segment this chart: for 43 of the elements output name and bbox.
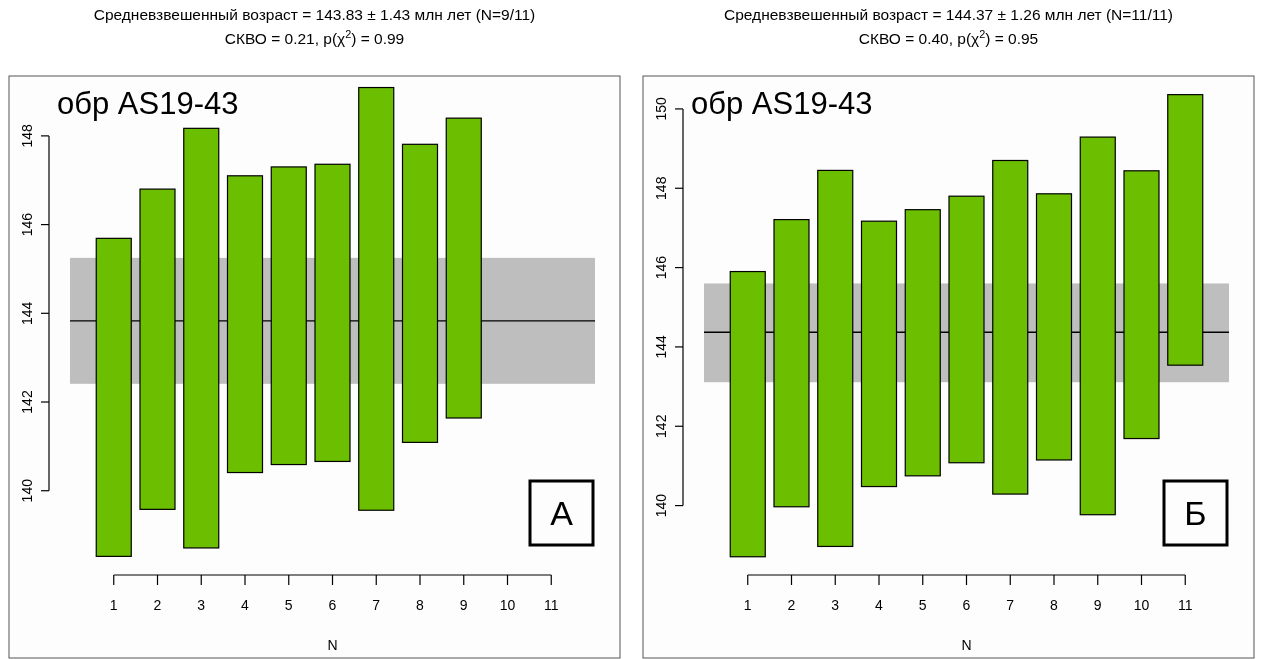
x-tick-label: 2 [153, 597, 162, 613]
x-axis-title: N [961, 637, 972, 653]
x-tick-label: 1 [743, 597, 752, 613]
y-tick-label: 140 [19, 478, 35, 503]
chart-title: Средневзвешенный возраст = 143.83 ± 1.43 млн лет (N=9/11) [93, 6, 536, 23]
y-tick-label: 140 [653, 493, 669, 518]
x-tick-label: 3 [831, 597, 840, 613]
chart-subtitle: СКВО = 0.21, p(χ$^{2}$) = 0.99 [224, 28, 405, 47]
y-tick-label: 148 [19, 123, 35, 148]
chart-subtitle: СКВО = 0.40, p(χ$^{2}$) = 0.95 [858, 28, 1039, 47]
x-tick-label: 4 [875, 597, 884, 613]
y-tick-label: 144 [19, 301, 35, 325]
x-tick-label: 8 [1050, 597, 1059, 613]
y-tick-label: 142 [653, 414, 669, 438]
x-tick-label: 5 [284, 597, 293, 613]
y-tick-label: 146 [19, 212, 35, 237]
y-tick-label: 146 [653, 255, 669, 280]
x-tick-label: 11 [543, 597, 559, 613]
x-tick-label: 10 [1133, 597, 1150, 613]
x-tick-label: 4 [241, 597, 250, 613]
x-tick-label: 5 [918, 597, 927, 613]
y-tick-label: 144 [653, 335, 669, 359]
x-tick-label: 7 [372, 597, 381, 613]
annotation: обр AS19-43 [691, 86, 873, 121]
x-tick-label: 1 [109, 597, 118, 613]
x-tick-label: 3 [197, 597, 206, 613]
annotation: А [550, 494, 574, 532]
x-tick-label: 9 [459, 597, 468, 613]
y-tick-label: 150 [653, 97, 669, 121]
x-tick-label: 6 [328, 597, 337, 613]
x-axis-title: N [327, 637, 338, 653]
annotation: обр AS19-43 [57, 86, 239, 121]
chart-title: Средневзвешенный возраст = 144.37 ± 1.26 млн лет (N=11/11) [724, 6, 1173, 23]
y-tick-label: 148 [653, 176, 669, 200]
x-tick-label: 8 [416, 597, 425, 613]
y-tick-label: 142 [19, 390, 35, 414]
x-tick-label: 7 [1006, 597, 1015, 613]
annotation: Б [1184, 494, 1207, 532]
x-tick-label: 6 [962, 597, 971, 613]
x-tick-label: 11 [1177, 597, 1193, 613]
x-tick-label: 2 [787, 597, 796, 613]
x-tick-label: 9 [1093, 597, 1102, 613]
x-tick-label: 10 [499, 597, 516, 613]
